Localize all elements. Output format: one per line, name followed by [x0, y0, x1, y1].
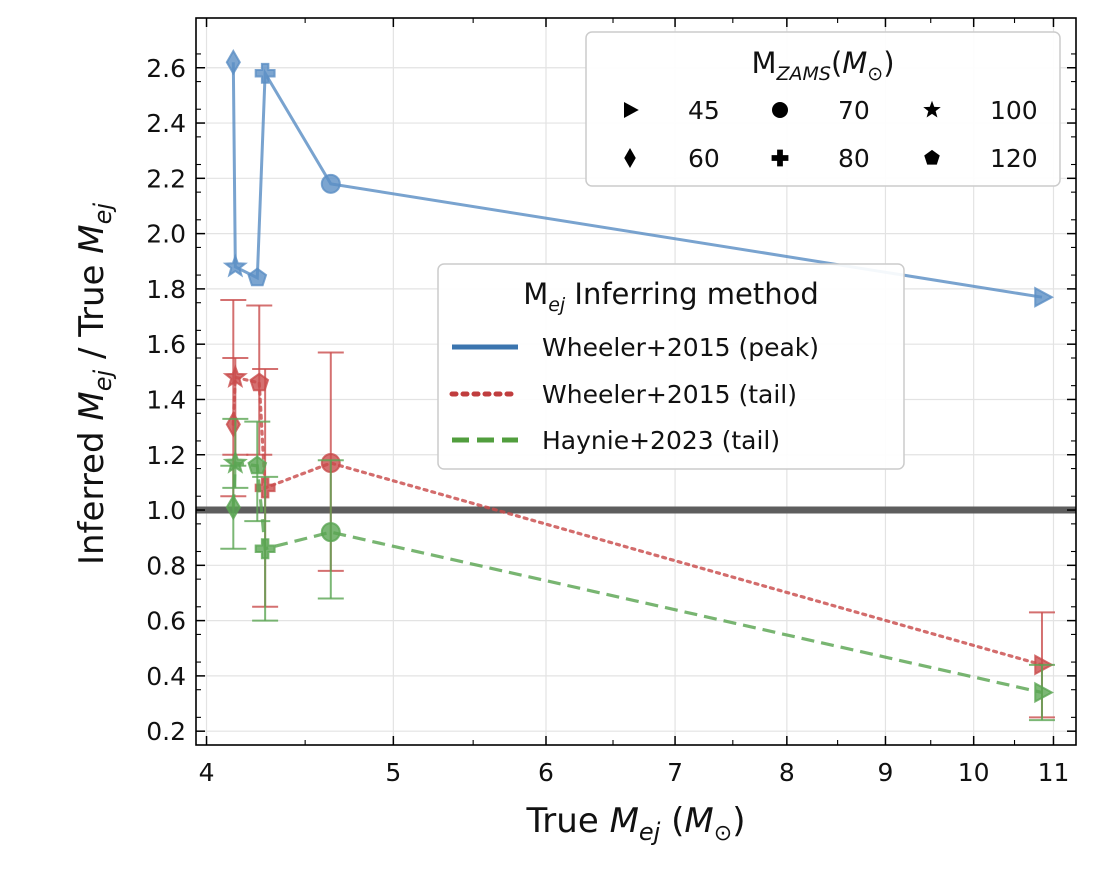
x-axis-label-post: ( [660, 801, 684, 841]
data-point-plus [254, 538, 276, 560]
series-line [231, 62, 1043, 299]
marker-legend-title-pre: M [751, 46, 776, 80]
legend-marker-triangle-right [624, 102, 639, 118]
x-axis-label-unit: M [684, 801, 713, 841]
y-axis-label-sub: ej [89, 370, 117, 392]
method-legend-title: Mej Inferring method [523, 277, 819, 316]
x-axis-label-unit-sub: ⊙ [714, 821, 732, 846]
x-tick-label: 8 [779, 758, 795, 787]
marker-legend-entries: 45 70 100 60 80 120 [624, 96, 1038, 173]
marker-legend-title: MZAMS(M⊙) [751, 46, 894, 85]
series-1 [222, 48, 1054, 308]
y-axis-label-mid: / True [72, 254, 112, 370]
x-tick-label: 6 [538, 758, 554, 787]
legend-marker-pentagon [924, 149, 940, 165]
method-legend-box [437, 263, 905, 470]
legend-marker-diamond [624, 148, 636, 168]
series-line [231, 461, 1043, 695]
marker-legend-label: 60 [688, 144, 720, 173]
method-legend: Mej Inferring method Wheeler+2015 (peak)… [437, 263, 905, 470]
y-tick-label: 0.2 [146, 717, 186, 746]
y-tick-label: 2.2 [146, 164, 186, 193]
data-point-diamond [225, 494, 241, 521]
data-point-triangle-right [1034, 681, 1054, 704]
marker-legend-label: 45 [688, 96, 720, 125]
marker-legend-title-unit-sub: ⊙ [867, 63, 883, 85]
data-point-pentagon [247, 267, 268, 287]
data-point-circle [320, 522, 341, 543]
x-axis-label-prefix: True [526, 801, 610, 841]
data-point-diamond [225, 411, 241, 438]
legend-marker-circle [772, 102, 788, 118]
method-legend-entries: Wheeler+2015 (peak) Wheeler+2015 (tail) Ha… [449, 333, 819, 455]
y-axis-label-sub2: ej [89, 203, 117, 225]
plot-frame [195, 17, 1077, 746]
y-tick-label: 1.8 [146, 275, 186, 304]
x-tick-label: 4 [199, 758, 215, 787]
method-legend-title-post: Inferring method [565, 277, 819, 311]
x-tick-label: 10 [958, 758, 990, 787]
y-tick-label: 1.6 [146, 330, 186, 359]
data-point-star [222, 253, 248, 278]
data-point-circle [320, 173, 341, 194]
marker-legend-label: 80 [838, 144, 870, 173]
y-axis-label-var: M [72, 391, 112, 420]
y-tick-label: 2.6 [146, 54, 186, 83]
marker-legend-box [585, 31, 1061, 187]
data-point-star [222, 364, 248, 389]
marker-legend-title-unit: M [842, 46, 867, 80]
marker-legend-title-open: ( [831, 46, 842, 80]
data-point-plus [254, 62, 276, 84]
series-3 [220, 417, 1055, 722]
y-tick-label: 2.4 [146, 109, 186, 138]
method-legend-title-pre: M [523, 277, 548, 311]
x-tick-label: 9 [878, 758, 894, 787]
x-tick-label: 5 [385, 758, 401, 787]
y-axis-label-var2: M [72, 224, 112, 253]
marker-legend-title-close: ) [883, 46, 894, 80]
marker-legend-label: 120 [990, 144, 1038, 173]
data-point-triangle-right [1034, 286, 1054, 308]
series-group [220, 48, 1055, 722]
marker-legend-label: 100 [990, 96, 1038, 125]
data-point-pentagon [247, 455, 268, 475]
x-tick-label: 7 [667, 758, 683, 787]
y-tick-label: 1.4 [146, 385, 186, 414]
x-tick-label: 11 [1038, 758, 1070, 787]
data-point-diamond [225, 48, 241, 76]
method-legend-title-sub: ej [548, 294, 566, 316]
x-axis-label: True Mej (M⊙) [526, 801, 746, 846]
y-tick-label: 2.0 [146, 220, 186, 249]
y-axis-label-prefix: Inferred [72, 421, 112, 565]
legend-marker-plus [771, 149, 789, 167]
method-legend-label: Haynie+2023 (tail) [542, 426, 780, 455]
method-legend-label: Wheeler+2015 (tail) [542, 380, 797, 409]
y-tick-label: 0.6 [146, 607, 186, 636]
method-legend-label: Wheeler+2015 (peak) [542, 333, 819, 362]
y-axis-label: Inferred Mej / True Mej [72, 203, 117, 565]
data-point-star [222, 449, 248, 474]
data-point-pentagon [249, 372, 270, 392]
marker-legend-label: 70 [838, 96, 870, 125]
marker-legend-title-sub: ZAMS [775, 63, 830, 85]
y-tick-label: 1.2 [146, 441, 186, 470]
y-tick-label: 1.0 [146, 496, 186, 525]
y-tick-label: 0.4 [146, 662, 186, 691]
y-tick-label: 0.8 [146, 551, 186, 580]
x-axis-label-var: M [610, 801, 639, 841]
x-axis-label-close: ) [732, 801, 745, 841]
ticks: 4 5 6 7 8 9 10 110.20.40.60.81.01.21.41.61.82.0… [146, 18, 1076, 787]
x-axis-label-sub: ej [639, 818, 661, 846]
legend-marker-star [923, 100, 941, 118]
